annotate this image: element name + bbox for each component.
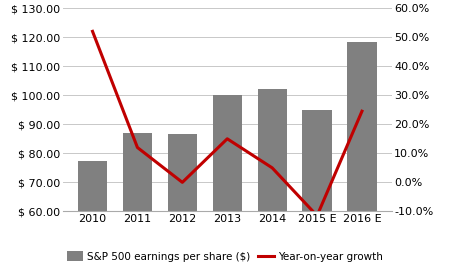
Year-on-year growth (315, 214, 320, 217)
Year-on-year growth (270, 166, 275, 169)
Bar (78, 160, 107, 271)
Year-on-year growth (225, 137, 230, 140)
Bar (123, 133, 152, 271)
Year-on-year growth (135, 146, 140, 149)
Legend: S&P 500 earnings per share ($), Year-on-year growth: S&P 500 earnings per share ($), Year-on-… (63, 247, 387, 266)
Bar (257, 89, 287, 271)
Line: Year-on-year growth: Year-on-year growth (93, 31, 362, 216)
Bar (347, 41, 377, 271)
Bar (213, 95, 242, 271)
Year-on-year growth (359, 109, 364, 113)
Bar (302, 110, 332, 271)
Year-on-year growth (90, 30, 95, 33)
Bar (168, 134, 197, 271)
Year-on-year growth (180, 181, 185, 184)
